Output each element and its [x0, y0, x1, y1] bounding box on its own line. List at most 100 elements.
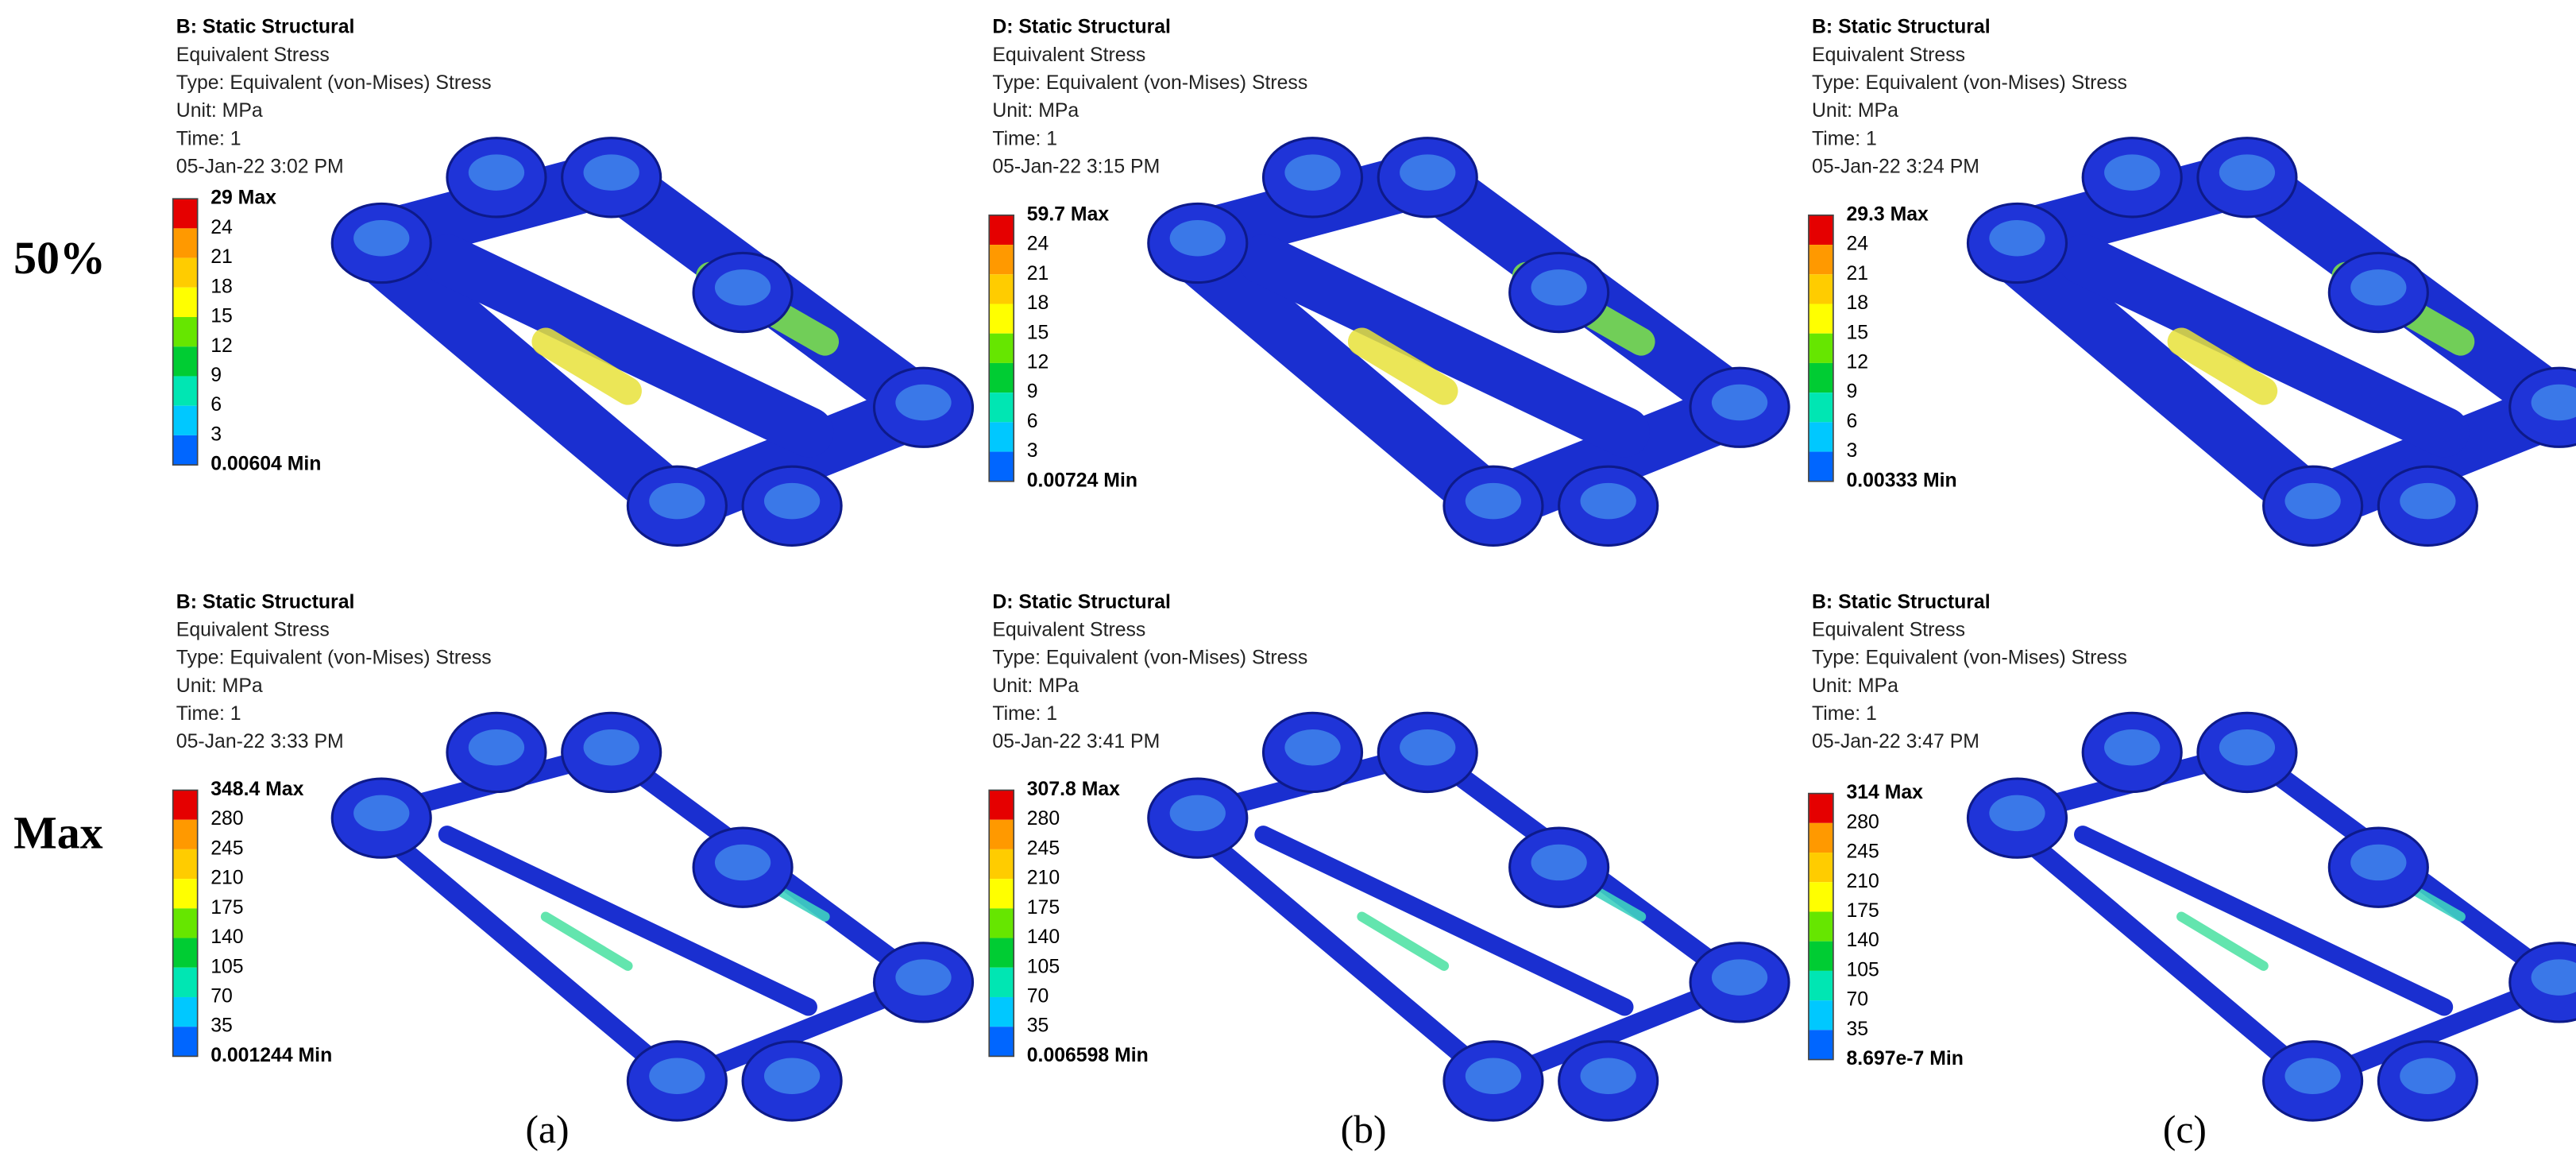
bearing-bore — [2350, 269, 2407, 306]
bearing-bore — [2104, 729, 2161, 766]
legend-label: 245 — [1027, 837, 1060, 859]
legend-band — [172, 287, 198, 318]
bearing-bore — [468, 729, 525, 766]
legend-band — [989, 790, 1014, 820]
legend-band — [989, 393, 1014, 423]
panel-info: 05-Jan-22 3:33 PM — [176, 731, 344, 752]
panel-title: D: Static Structural — [992, 591, 1171, 613]
legend-label: 21 — [210, 246, 233, 268]
result-panel: B: Static Structural Equivalent Stress Typ… — [172, 17, 975, 547]
legend-band — [172, 967, 198, 997]
bearing-bore — [353, 795, 410, 832]
legend-label: 29 Max — [210, 188, 276, 209]
legend-label: 9 — [1027, 381, 1038, 403]
legend-band — [1808, 304, 1833, 334]
legend-label: 35 — [1846, 1019, 1868, 1040]
legend-label: 105 — [1027, 956, 1060, 977]
legend-label: 12 — [1027, 351, 1049, 373]
legend-band — [1808, 215, 1833, 246]
row-label: Max — [14, 807, 103, 859]
legend-label: 70 — [210, 986, 233, 1007]
panel-info: Unit: MPa — [992, 100, 1079, 122]
legend-label: 348.4 Max — [210, 779, 303, 800]
part-inner — [1238, 234, 1650, 458]
panel-info: Type: Equivalent (von-Mises) Stress — [1812, 648, 2127, 669]
bearing-bore — [583, 729, 639, 766]
stress-zone — [540, 911, 633, 971]
panel-info: Time: 1 — [1812, 703, 1877, 725]
bearing-bore — [2284, 1058, 2341, 1094]
legend-label: 0.00604 Min — [210, 454, 321, 475]
bearing-bore — [1400, 154, 1456, 191]
bearing-bore — [1284, 729, 1341, 766]
bearing-bore — [1711, 384, 1768, 421]
bearing-bore — [2104, 154, 2161, 191]
legend-band — [1808, 853, 1833, 883]
legend-label: 35 — [1027, 1015, 1049, 1037]
part-model — [1147, 137, 1790, 547]
legend-band — [172, 879, 198, 909]
bearing-bore — [1580, 482, 1636, 520]
legend-label: 0.00333 Min — [1846, 470, 1956, 491]
panel-info: Unit: MPa — [176, 675, 263, 697]
panel-info: Equivalent Stress — [1812, 44, 1965, 66]
legend-band — [172, 346, 198, 377]
legend-label: 105 — [210, 956, 243, 977]
legend-band — [1808, 274, 1833, 304]
legend-band — [1808, 822, 1833, 853]
part-model — [1147, 711, 1790, 1122]
panel-info: Type: Equivalent (von-Mises) Stress — [176, 648, 492, 669]
panel-title: B: Static Structural — [1812, 591, 1991, 613]
legend-band — [1808, 882, 1833, 912]
legend-label: 24 — [210, 217, 233, 238]
part-frame — [1991, 742, 2570, 1091]
legend-band — [989, 451, 1014, 482]
bearing-bore — [895, 384, 952, 421]
legend-label: 0.006598 Min — [1027, 1045, 1149, 1066]
result-panel: B: Static Structural Equivalent Stress Typ… — [172, 591, 975, 1122]
legend-band — [172, 317, 198, 347]
legend-label: 0.001244 Min — [210, 1045, 332, 1066]
bearing-bore — [714, 844, 771, 881]
bearing-bore — [1580, 1058, 1636, 1094]
legend-band — [172, 199, 198, 229]
legend-band — [172, 938, 198, 968]
legend-label: 210 — [1027, 868, 1060, 889]
legend-label: 3 — [1027, 440, 1038, 462]
legend-band — [989, 422, 1014, 452]
bearing-bore — [2531, 384, 2576, 421]
legend-band — [172, 257, 198, 288]
bearing-bore — [1169, 220, 1226, 257]
legend-label: 140 — [1027, 926, 1060, 948]
bearing-bore — [714, 269, 771, 306]
result-panel: D: Static Structural Equivalent Stress Typ… — [988, 591, 1790, 1122]
legend-label: 9 — [210, 365, 222, 386]
legend-label: 15 — [1846, 322, 1868, 343]
bearing-bore — [1531, 844, 1587, 881]
legend-label: 280 — [210, 808, 243, 830]
legend-band — [172, 1027, 198, 1057]
legend-label: 12 — [210, 335, 233, 357]
bearing-bore — [1465, 1058, 1522, 1094]
legend-band — [989, 362, 1014, 393]
legend-band — [1808, 941, 1833, 971]
legend-band — [1808, 793, 1833, 823]
stress-zone — [1357, 911, 1450, 971]
bearing-bore — [1400, 729, 1456, 766]
stress-zone — [2176, 911, 2269, 971]
bearing-bore — [1531, 269, 1587, 306]
part-inner — [1254, 826, 1634, 1016]
legend-band — [1808, 911, 1833, 942]
column-label: (a) — [526, 1108, 570, 1151]
bearing-bore — [2350, 844, 2407, 881]
legend-frame — [172, 198, 199, 466]
panel-info: 05-Jan-22 3:47 PM — [1812, 731, 1979, 752]
bearing-bore — [1989, 795, 2045, 832]
row-label: 50% — [14, 232, 106, 284]
part-inner — [2057, 234, 2470, 458]
panel-info: 05-Jan-22 3:41 PM — [992, 731, 1160, 752]
bearing-bore — [1711, 959, 1768, 996]
bearing-bore — [763, 482, 821, 520]
panel-info: Equivalent Stress — [992, 44, 1145, 66]
